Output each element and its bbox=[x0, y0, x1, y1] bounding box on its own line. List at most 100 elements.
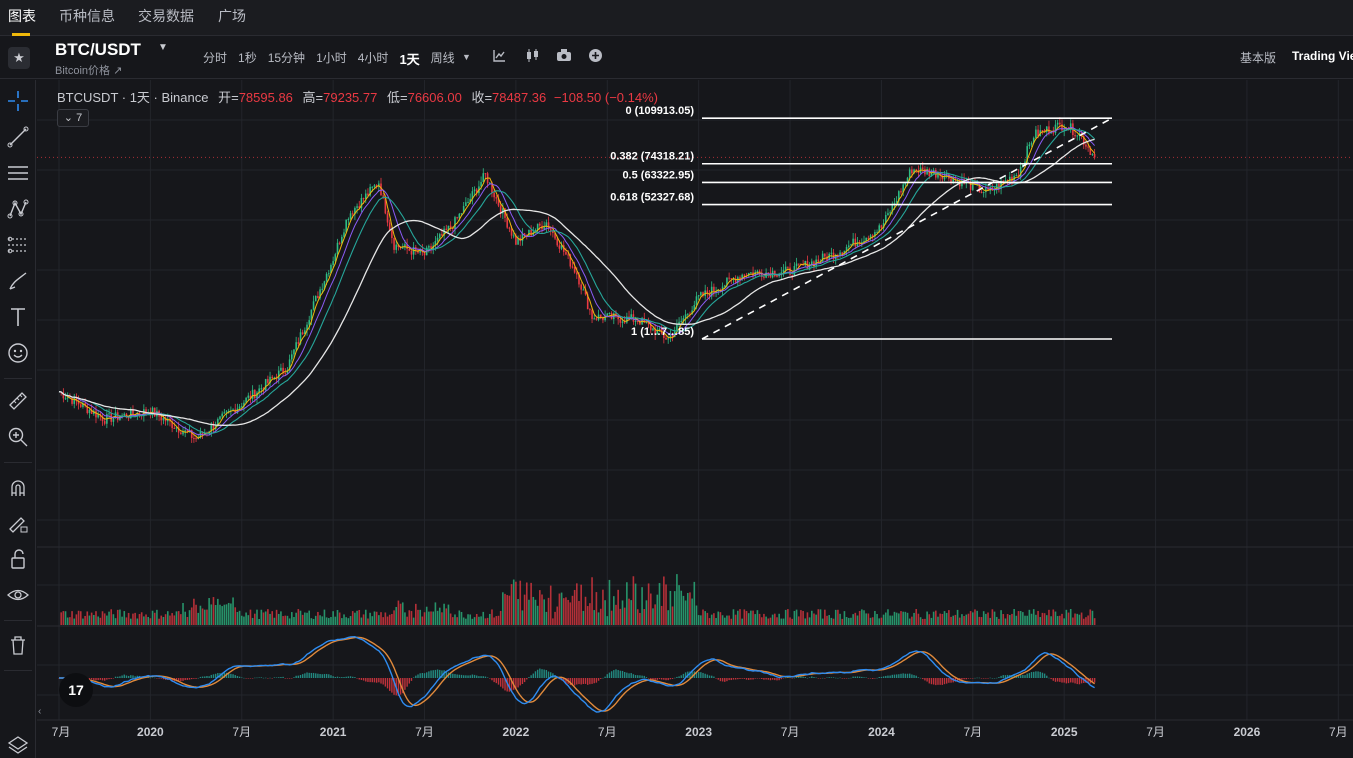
volume-bar bbox=[706, 612, 709, 625]
time-axis-label: 7月 bbox=[52, 725, 71, 739]
candle-body bbox=[565, 251, 567, 255]
macd-histogram-bar bbox=[177, 678, 180, 682]
macd-histogram-bar bbox=[776, 678, 778, 681]
brush-icon[interactable] bbox=[6, 270, 30, 294]
macd-histogram-bar bbox=[691, 671, 693, 678]
view-basic-button[interactable]: 基本版 bbox=[1240, 51, 1277, 65]
symbol-title[interactable]: BTC/USDT bbox=[55, 40, 141, 59]
interval-1s[interactable]: 1秒 bbox=[238, 51, 257, 65]
candle-body bbox=[1045, 126, 1048, 132]
macd-histogram-bar bbox=[932, 678, 935, 685]
volume-bar bbox=[841, 618, 844, 625]
candle-body bbox=[721, 286, 724, 291]
volume-bar bbox=[717, 611, 720, 625]
macd-histogram-bar bbox=[1030, 672, 1033, 678]
volume-bar bbox=[351, 611, 354, 625]
tradingview-logo[interactable]: 17 bbox=[59, 673, 93, 707]
pattern-icon[interactable] bbox=[6, 198, 30, 222]
trendline-icon[interactable] bbox=[6, 126, 30, 150]
volume-bar bbox=[623, 607, 626, 625]
eye-icon[interactable] bbox=[6, 584, 30, 608]
candle-body bbox=[475, 189, 478, 194]
volume-bar bbox=[378, 615, 380, 625]
ruler-icon[interactable] bbox=[6, 390, 30, 414]
volume-bar bbox=[462, 617, 465, 625]
collapse-arrow-icon[interactable]: ‹ bbox=[38, 706, 42, 717]
candle-body bbox=[1056, 122, 1059, 125]
interval-1d[interactable]: 1天 bbox=[399, 52, 420, 67]
candle-body bbox=[397, 244, 400, 248]
volume-bar bbox=[82, 618, 84, 625]
candle-body bbox=[71, 398, 73, 404]
candle-body bbox=[145, 409, 147, 414]
layers-icon[interactable] bbox=[6, 734, 30, 758]
candle-body bbox=[567, 254, 569, 256]
zoom-icon[interactable] bbox=[6, 426, 30, 450]
magnet-icon[interactable] bbox=[6, 476, 30, 500]
candle-type-icon[interactable] bbox=[525, 49, 540, 65]
more-intervals-icon[interactable]: ▼ bbox=[462, 52, 471, 62]
macd-histogram-bar bbox=[352, 676, 354, 678]
volume-bar bbox=[1017, 611, 1020, 625]
tab-chart[interactable]: 图表 bbox=[8, 8, 36, 24]
interval-1h[interactable]: 1小时 bbox=[316, 51, 347, 65]
volume-bar bbox=[980, 617, 983, 625]
candle-body bbox=[978, 183, 981, 192]
interval-tick[interactable]: 分时 bbox=[203, 51, 228, 65]
volume-bar bbox=[349, 616, 352, 625]
volume-bar bbox=[251, 617, 254, 625]
volume-bar bbox=[336, 610, 339, 625]
tab-trading-data[interactable]: 交易数据 bbox=[138, 8, 194, 24]
time-axis-label: 7月 bbox=[232, 725, 251, 739]
volume-bar bbox=[1061, 613, 1063, 625]
macd-histogram-bar bbox=[628, 673, 630, 678]
symbol-subname-link[interactable]: Bitcoin价格 ↗ bbox=[55, 65, 123, 77]
volume-bar bbox=[332, 611, 334, 625]
candle-body bbox=[1037, 129, 1039, 137]
fib-icon[interactable] bbox=[6, 234, 30, 258]
tab-coin-info[interactable]: 币种信息 bbox=[59, 8, 115, 24]
text-icon[interactable] bbox=[6, 306, 30, 330]
candle-body bbox=[523, 233, 526, 236]
candle-body bbox=[419, 249, 421, 253]
macd-histogram-bar bbox=[965, 678, 967, 680]
volume-bar bbox=[1087, 615, 1089, 625]
macd-histogram-bar bbox=[125, 675, 128, 678]
symbol-dropdown-icon[interactable]: ▼ bbox=[158, 42, 168, 53]
candle-body bbox=[623, 321, 626, 323]
favorite-star-icon[interactable]: ★ bbox=[8, 47, 30, 69]
ohlc-legend: BTCUSDT · 1天 · Binance 开=78595.86 高=7923… bbox=[57, 87, 658, 106]
indicators-icon[interactable] bbox=[493, 49, 506, 65]
interval-4h[interactable]: 4小时 bbox=[357, 51, 389, 65]
camera-icon[interactable] bbox=[557, 49, 571, 64]
volume-bar bbox=[180, 614, 182, 625]
macd-histogram-bar bbox=[987, 678, 989, 679]
crosshair-icon[interactable] bbox=[6, 90, 30, 114]
lock-drawing-icon[interactable] bbox=[6, 512, 30, 536]
interval-15m[interactable]: 15分钟 bbox=[267, 51, 306, 65]
macd-histogram-bar bbox=[288, 678, 291, 679]
chart-canvas[interactable]: 0 (109913.05) 0.382 (74318.21) 0.5 (63322.… bbox=[37, 80, 1353, 758]
trash-icon[interactable] bbox=[6, 634, 30, 658]
candle-body bbox=[1059, 122, 1061, 125]
lock-icon[interactable] bbox=[6, 548, 30, 572]
volume-bar bbox=[88, 615, 91, 625]
add-icon[interactable] bbox=[589, 49, 602, 65]
view-tradingview-button[interactable]: Trading View bbox=[1292, 49, 1353, 63]
emoji-icon[interactable] bbox=[6, 342, 30, 366]
volume-bar bbox=[952, 615, 955, 625]
candle-body bbox=[626, 316, 628, 323]
volume-bar bbox=[77, 610, 80, 625]
candle-body bbox=[656, 329, 659, 335]
legend-high-label: 高= bbox=[302, 90, 324, 105]
volume-bar bbox=[987, 612, 989, 625]
volume-bar bbox=[97, 616, 99, 625]
interval-week[interactable]: 周线 bbox=[430, 51, 455, 65]
horizontal-lines-icon[interactable] bbox=[6, 162, 30, 186]
macd-histogram-bar bbox=[695, 671, 698, 678]
tab-square[interactable]: 广场 bbox=[218, 8, 246, 24]
volume-bar bbox=[419, 609, 421, 625]
indicator-toggle[interactable]: ⌄ 7 bbox=[57, 109, 89, 127]
candle-body bbox=[219, 416, 221, 420]
macd-histogram-bar bbox=[430, 670, 432, 678]
